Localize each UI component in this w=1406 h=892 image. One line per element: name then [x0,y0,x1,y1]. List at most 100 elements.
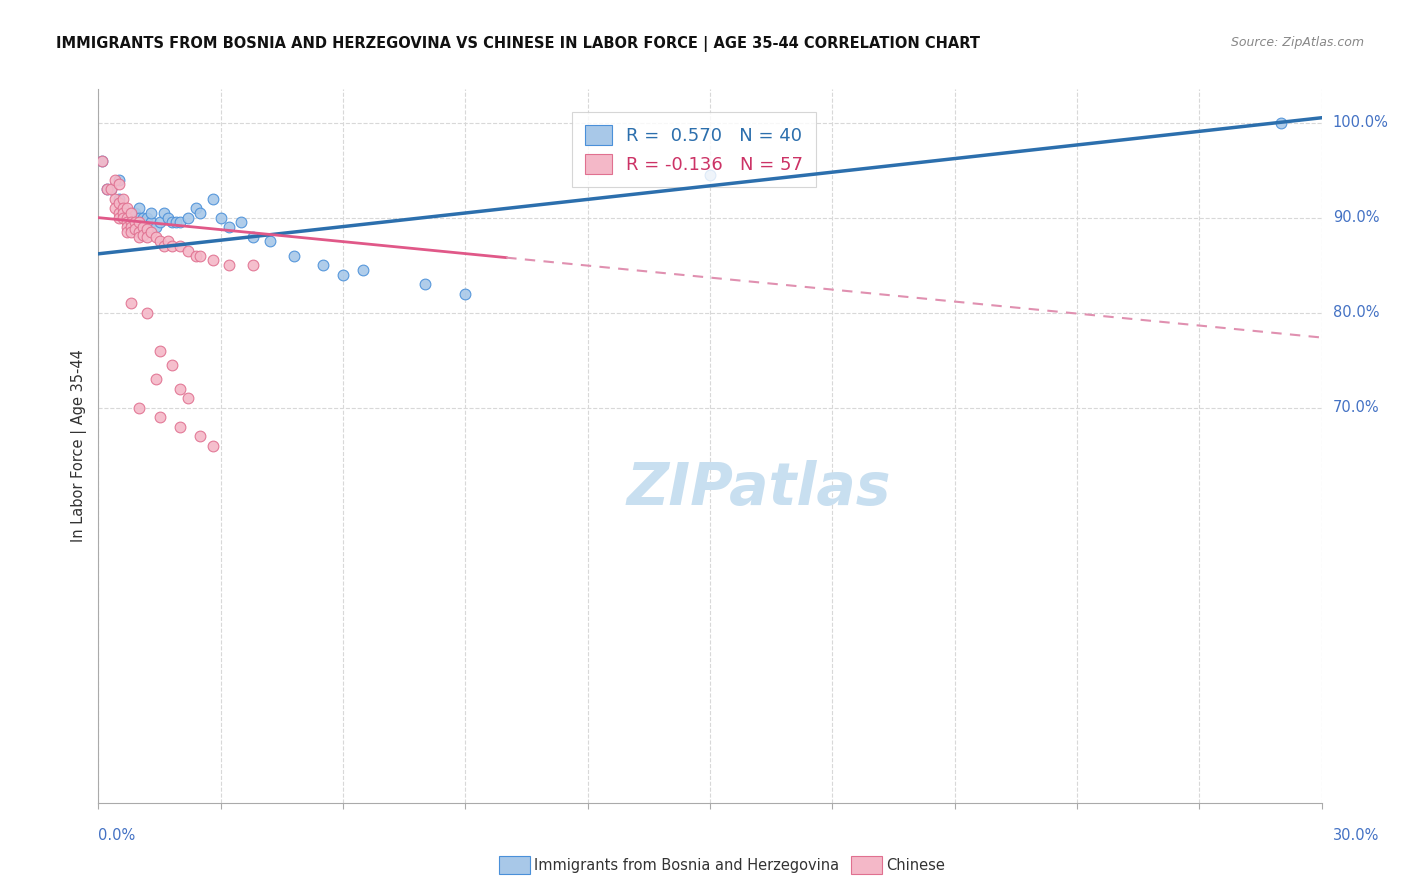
Point [242,258,264,272]
Point [136,306,159,320]
Point [132,215,155,229]
Point [186,201,208,215]
Point [169,215,191,229]
Point [699,168,721,182]
Point [231,215,253,229]
Point [209,211,232,225]
Point [111,192,134,206]
Point [218,258,240,272]
Point [128,229,150,244]
Point [141,206,163,220]
Point [115,211,138,225]
Point [128,201,150,215]
Point [111,201,134,215]
Point [186,249,208,263]
Point [96,182,118,196]
Point [352,263,374,277]
Point [111,201,134,215]
Point [136,211,159,225]
Point [124,206,146,220]
Point [115,201,138,215]
Point [104,201,127,215]
Text: 90.0%: 90.0% [1333,211,1379,225]
Point [120,220,142,235]
Point [177,244,200,258]
Point [136,229,159,244]
Point [218,220,240,235]
Point [115,206,138,220]
Text: Immigrants from Bosnia and Herzegovina: Immigrants from Bosnia and Herzegovina [534,858,839,872]
Point [91,153,114,168]
Point [152,239,174,253]
Point [156,211,179,225]
Point [115,225,138,239]
Point [169,382,191,396]
Text: Source: ZipAtlas.com: Source: ZipAtlas.com [1230,36,1364,49]
Point [100,182,122,196]
Point [413,277,436,292]
Point [188,206,212,220]
Point [128,211,150,225]
Point [136,222,159,236]
Text: 0.0%: 0.0% [98,828,135,843]
Point [188,249,212,263]
Point [149,235,172,249]
Point [201,253,224,268]
Point [96,182,118,196]
Point [108,196,131,211]
Point [132,211,155,225]
Point [156,235,179,249]
Point [115,215,138,229]
Point [149,410,172,425]
Y-axis label: In Labor Force | Age 35-44: In Labor Force | Age 35-44 [72,350,87,542]
Text: 80.0%: 80.0% [1333,305,1379,320]
Point [160,358,183,372]
Text: Chinese: Chinese [886,858,945,872]
Point [124,215,146,229]
Point [120,296,142,310]
Point [165,215,187,229]
Point [145,220,167,235]
Point [1270,115,1292,129]
Point [128,215,150,229]
Point [111,211,134,225]
Point [132,220,155,235]
Point [312,258,335,272]
Text: 70.0%: 70.0% [1333,401,1379,416]
Point [169,239,191,253]
Point [160,239,183,253]
Point [169,420,191,434]
Point [120,206,142,220]
Point [104,192,127,206]
Point [128,225,150,239]
Point [108,206,131,220]
Point [115,220,138,235]
Point [149,343,172,358]
Point [160,215,183,229]
Point [108,192,131,206]
Point [332,268,354,282]
Point [124,222,146,236]
Point [145,372,167,386]
Point [188,429,212,443]
Point [177,392,200,406]
Point [283,249,305,263]
Legend: R =  0.570   N = 40, R = -0.136   N = 57: R = 0.570 N = 40, R = -0.136 N = 57 [572,112,815,186]
Point [108,172,131,186]
Point [152,206,174,220]
Text: ZIPatlas: ZIPatlas [627,460,891,517]
Point [128,401,150,415]
Point [120,225,142,239]
Point [108,178,131,192]
Text: IMMIGRANTS FROM BOSNIA AND HERZEGOVINA VS CHINESE IN LABOR FORCE | AGE 35-44 COR: IMMIGRANTS FROM BOSNIA AND HERZEGOVINA V… [56,36,980,52]
Point [242,229,264,244]
Point [145,229,167,244]
Point [111,206,134,220]
Text: 30.0%: 30.0% [1333,828,1379,843]
Point [201,192,224,206]
Point [100,182,122,196]
Point [141,225,163,239]
Point [120,206,142,220]
Point [120,215,142,229]
Point [91,153,114,168]
